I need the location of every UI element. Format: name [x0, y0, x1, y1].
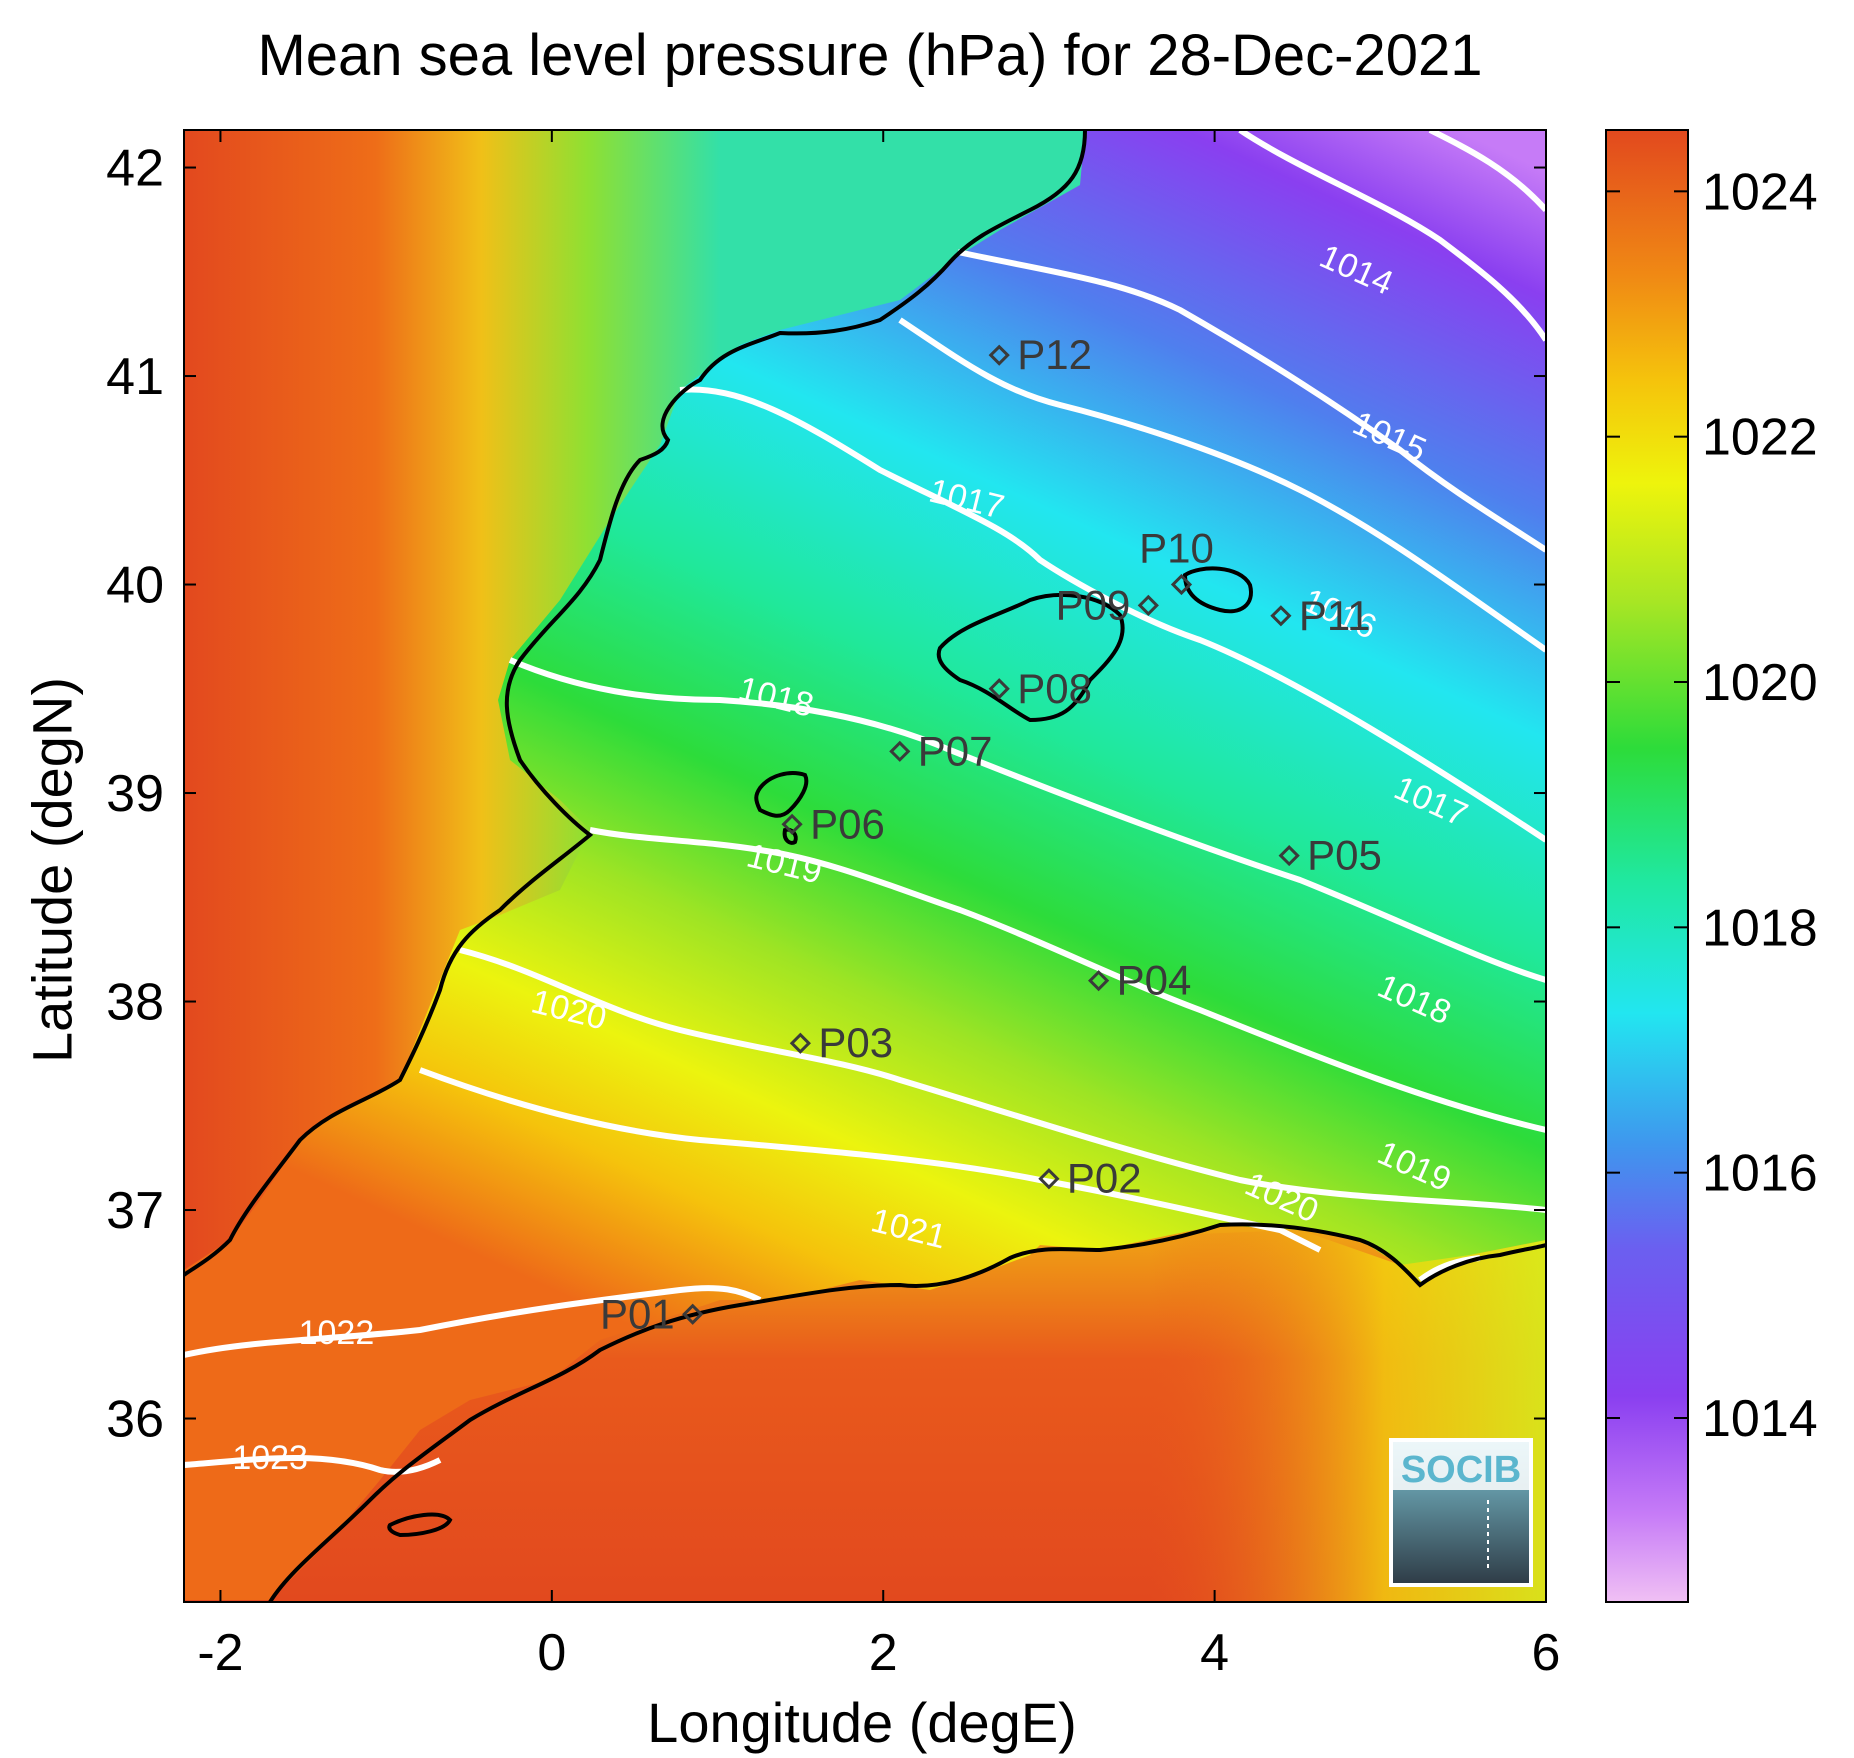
map-title: Mean sea level pressure (hPa) for 28-Dec… [257, 23, 1483, 88]
station-label: P03 [818, 1019, 893, 1066]
axes: -2 0 2 4 6 36 37 38 39 40 41 42 [106, 130, 1560, 1682]
isobar-label: 1022 [299, 1314, 375, 1352]
isobar-line [184, 1455, 442, 1475]
isobar-line [589, 827, 1546, 1133]
x-tick-label: 0 [537, 1624, 566, 1682]
station-marker [1270, 605, 1292, 627]
x-axis-label: Longitude (degE) [647, 1691, 1077, 1754]
station-label: P02 [1067, 1155, 1142, 1202]
isobar-label: 1023 [232, 1439, 308, 1477]
station-marker [1137, 594, 1159, 616]
colorbar-tick-label: 1024 [1702, 163, 1818, 221]
y-tick-label: 40 [106, 557, 164, 615]
station-label: P12 [1017, 331, 1092, 378]
station-label: P04 [1117, 957, 1192, 1004]
y-tick-label: 39 [106, 765, 164, 823]
isobar-line [1428, 130, 1546, 213]
x-tick-label: 6 [1532, 1624, 1561, 1682]
station-marker [1170, 573, 1193, 596]
colorbar-ticks: 1014 1016 1018 1020 1022 1024 [1606, 163, 1818, 1448]
station-label: P10 [1139, 525, 1214, 572]
alboran-island [387, 1512, 453, 1538]
colorbar-tick-label: 1018 [1702, 899, 1818, 957]
station-label: P07 [918, 727, 993, 774]
station-marker [1088, 970, 1110, 992]
station-marker [789, 1032, 811, 1054]
station-marker [988, 678, 1010, 700]
menorca-island [1182, 566, 1253, 614]
isobar-line [898, 317, 1546, 653]
station-label: P06 [810, 800, 885, 847]
isobar-line [508, 657, 1546, 983]
mallorca-island [936, 593, 1125, 723]
station-marker [1278, 844, 1300, 867]
colorbar-tick-label: 1022 [1702, 409, 1818, 467]
colorbar-tick-label: 1020 [1702, 654, 1818, 712]
x-tick-label: 4 [1200, 1624, 1229, 1682]
station-marker [889, 740, 911, 762]
isobar-line [679, 386, 1546, 843]
map-plot-area: 1014101510161017101710181018101910191020… [184, 130, 1546, 1602]
isobar-line [184, 1285, 762, 1358]
socib-logo-text: SOCIB [1401, 1449, 1521, 1491]
station-marker [781, 813, 803, 835]
station-label: P11 [1299, 592, 1371, 639]
station-marker [1038, 1168, 1060, 1190]
isobar-line [418, 1067, 1322, 1253]
y-tick-label: 36 [106, 1391, 164, 1449]
y-tick-label: 38 [106, 974, 164, 1032]
isobar-line [957, 249, 1546, 553]
y-tick-label: 37 [106, 1182, 164, 1240]
ibiza-island [754, 771, 809, 818]
station-marker [988, 344, 1010, 366]
colorbar-tick-label: 1014 [1702, 1390, 1818, 1448]
y-tick-label: 42 [106, 140, 164, 198]
iberia-land [184, 130, 1085, 1270]
x-tick-label: -2 [197, 1624, 243, 1682]
station-marker [682, 1303, 704, 1325]
isobar-line [1238, 130, 1546, 342]
plot-frame [183, 129, 1547, 1603]
colorbar [1605, 129, 1689, 1603]
coastline [184, 130, 1087, 1277]
socib-logo: SOCIB [1389, 1438, 1533, 1587]
station-label: P05 [1307, 832, 1382, 879]
coastline [268, 1222, 1546, 1602]
station-label: P09 [1056, 581, 1131, 628]
station-label: P01 [600, 1290, 675, 1337]
colorbar-tick-label: 1016 [1702, 1145, 1818, 1203]
isobar-line [459, 947, 1546, 1213]
station-label: P08 [1017, 665, 1092, 712]
y-tick-label: 41 [106, 348, 164, 406]
x-tick-label: 2 [869, 1624, 898, 1682]
